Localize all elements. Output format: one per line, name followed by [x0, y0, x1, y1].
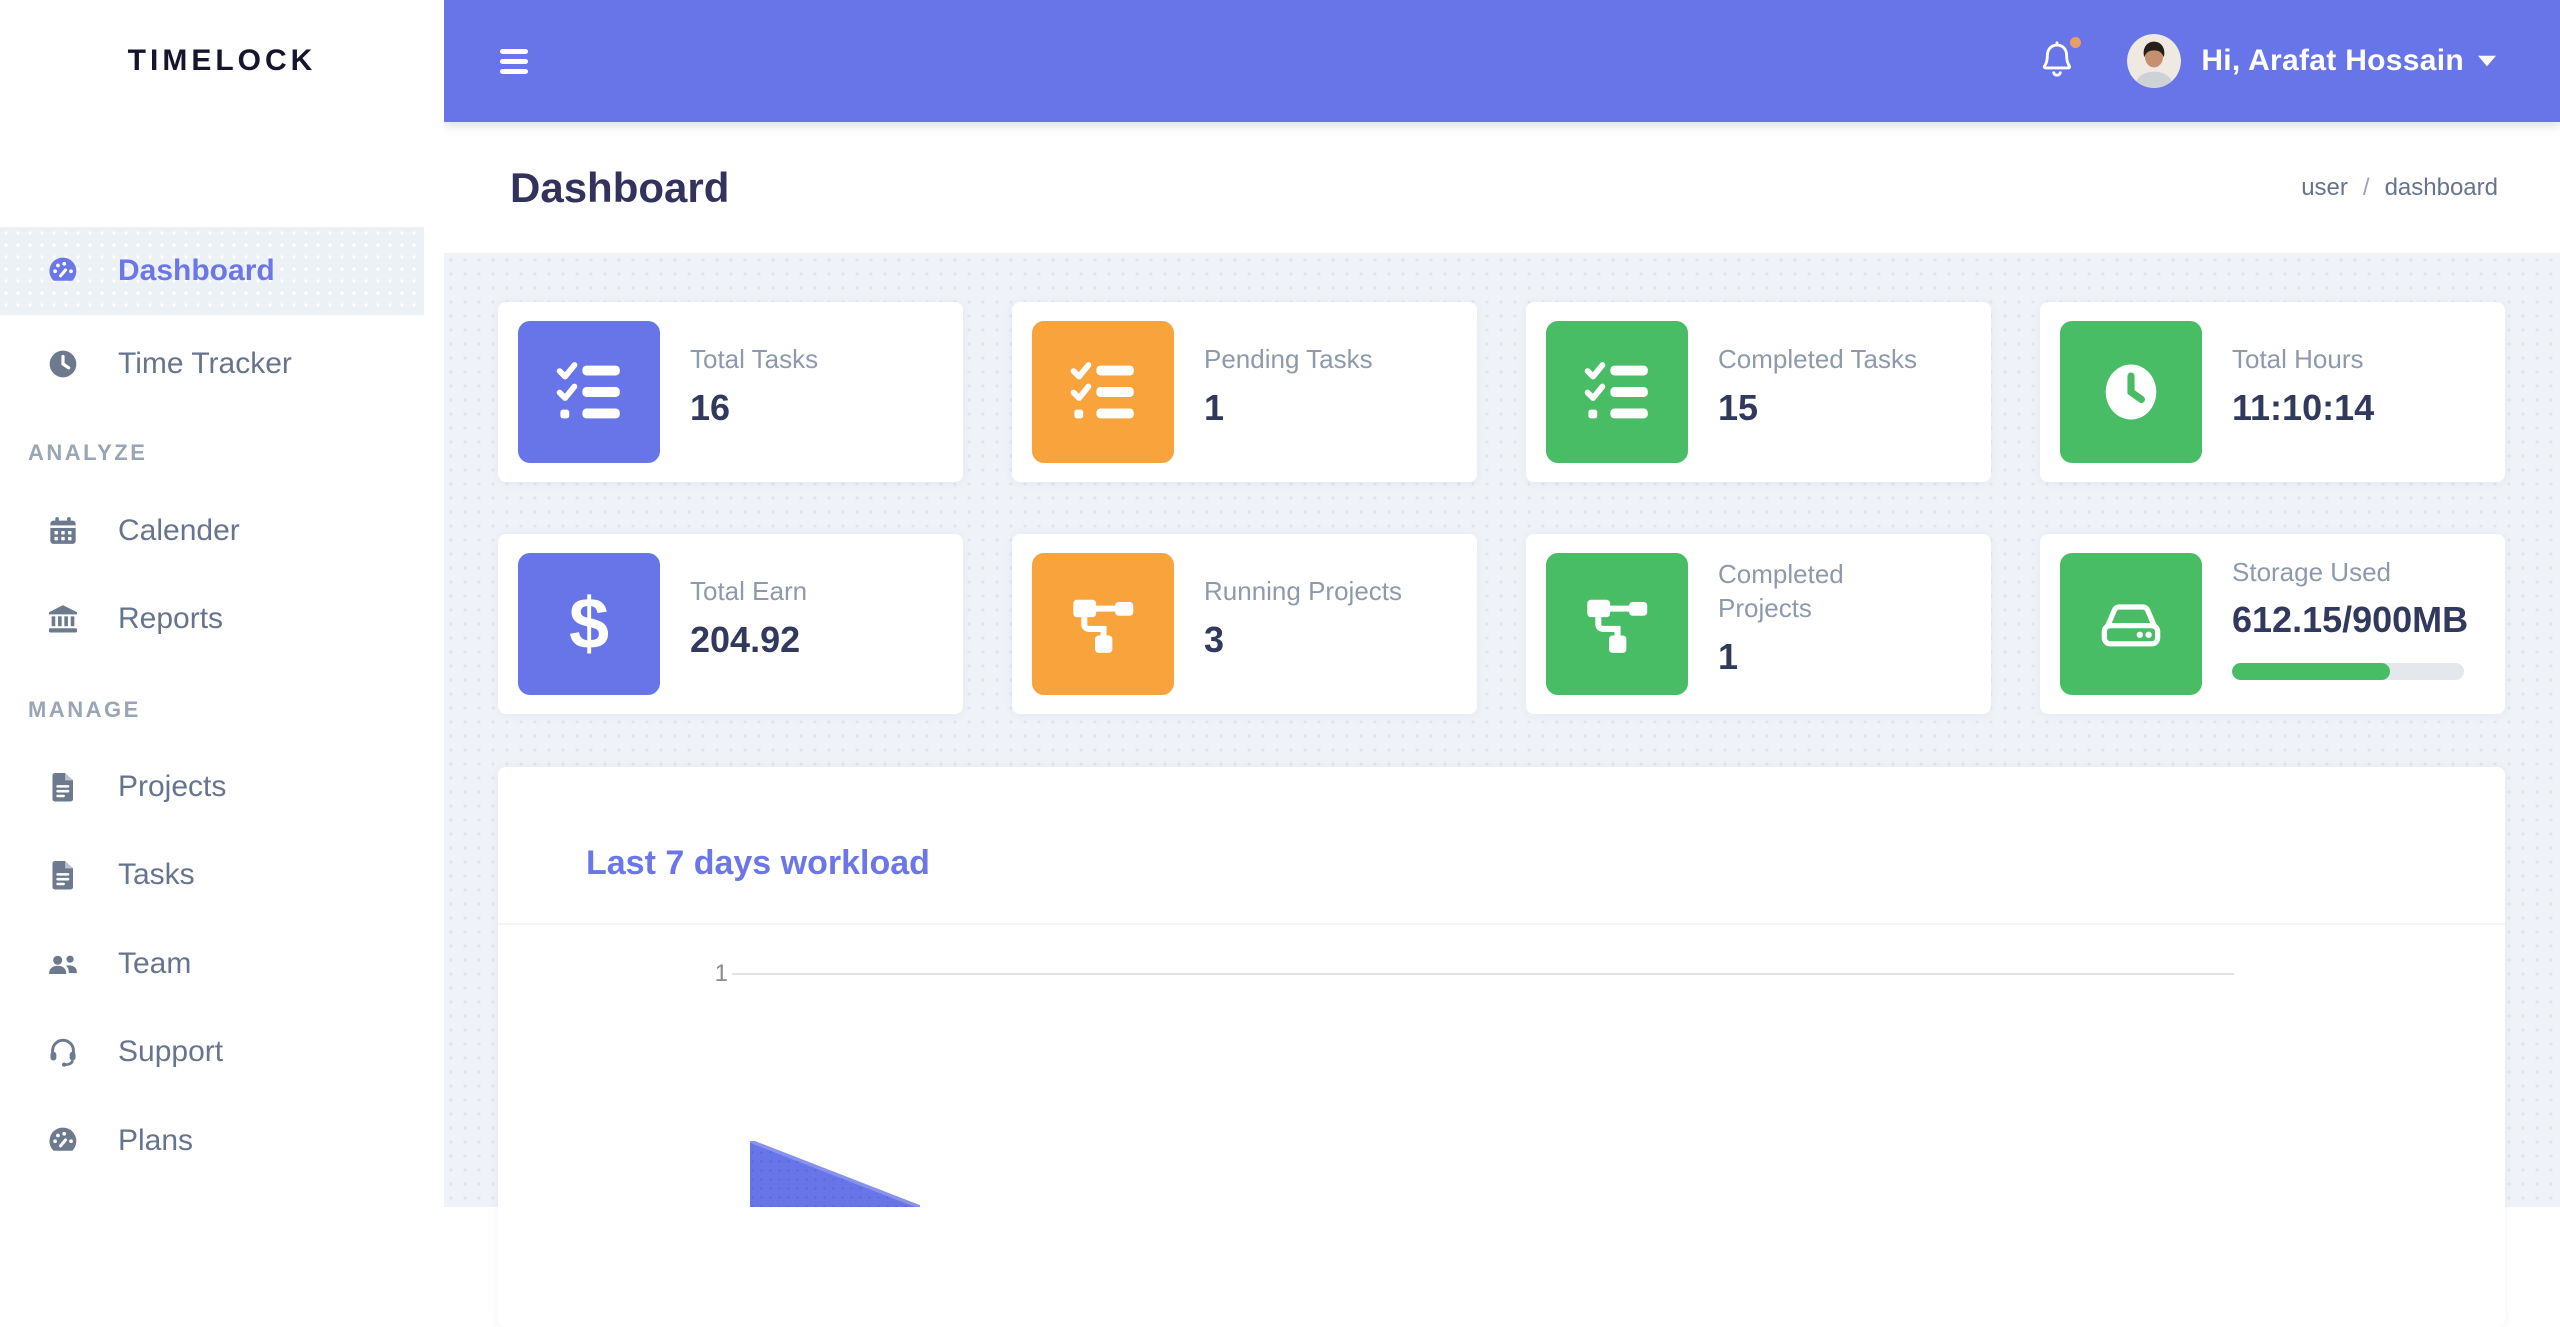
- stat-card-running-projects: Running Projects 3: [1012, 534, 1477, 714]
- stat-tile: $: [518, 553, 660, 695]
- sidebar-item-dashboard[interactable]: Dashboard: [0, 227, 424, 315]
- y-axis-tick: 1: [714, 960, 728, 987]
- sidebar-item-label: Calender: [118, 514, 240, 547]
- stat-card-total-earn: $ Total Earn 204.92: [498, 534, 963, 714]
- tasks-icon: [556, 359, 622, 425]
- stat-tile: [1546, 321, 1688, 463]
- headset-icon: [47, 1036, 79, 1068]
- stat-label: Total Hours: [2232, 344, 2364, 375]
- stat-label: Pending Tasks: [1204, 344, 1373, 375]
- stat-label: Completed Tasks: [1718, 344, 1917, 375]
- stat-value: 16: [690, 386, 731, 428]
- chart-plot-area: 1: [498, 925, 2505, 1325]
- sidebar-section-analyze: ANALYZE: [28, 440, 148, 465]
- stat-value: 3: [1204, 618, 1225, 660]
- gauge-icon: [47, 255, 79, 287]
- user-greeting: Hi, Arafat Hossain: [2201, 44, 2464, 77]
- stat-tile: [2060, 553, 2202, 695]
- sidebar-item-label: Projects: [118, 770, 227, 803]
- hdd-icon: [2098, 591, 2164, 657]
- sidebar-item-support[interactable]: Support: [0, 1008, 424, 1096]
- stat-tile: [2060, 321, 2202, 463]
- chart-title: Last 7 days workload: [586, 843, 930, 882]
- stat-tile: [1032, 553, 1174, 695]
- hamburger-menu-button[interactable]: [500, 44, 530, 79]
- dollar-icon: $: [568, 584, 610, 664]
- clock-icon: [2098, 359, 2164, 425]
- avatar: [2127, 34, 2182, 88]
- sidebar-item-label: Tasks: [118, 858, 195, 891]
- page-title: Dashboard: [510, 163, 730, 211]
- gridline: [732, 973, 2234, 975]
- workload-chart-card: Last 7 days workload 1: [498, 767, 2505, 1327]
- dashboard-content: Total Tasks 16 Pending Tasks 1: [444, 253, 2560, 1327]
- stat-tile: [1546, 553, 1688, 695]
- breadcrumb-current: dashboard: [2384, 173, 2498, 201]
- stat-value: 204.92: [690, 618, 801, 660]
- sidebar-section-manage: MANAGE: [28, 697, 141, 722]
- stat-value: 612.15/900MB: [2232, 599, 2469, 641]
- stat-label: Total Tasks: [690, 344, 819, 375]
- stat-value: 1: [1204, 386, 1225, 428]
- stat-value: 1: [1718, 635, 1739, 677]
- sidebar: TIMELOCK Dashboard Time Tracker ANALYZE …: [0, 0, 444, 1207]
- breadcrumb-separator: /: [2362, 173, 2370, 201]
- user-menu[interactable]: Hi, Arafat Hossain: [2127, 34, 2496, 88]
- chart-header: Last 7 days workload: [498, 767, 2505, 925]
- topbar: Hi, Arafat Hossain: [444, 0, 2560, 122]
- stat-card-total-tasks: Total Tasks 16: [498, 302, 963, 482]
- sidebar-item-label: Time Tracker: [118, 347, 292, 380]
- stat-card-pending-tasks: Pending Tasks 1: [1012, 302, 1477, 482]
- stat-card-completed-tasks: Completed Tasks 15: [1526, 302, 1991, 482]
- sidebar-item-projects[interactable]: Projects: [0, 743, 424, 831]
- stat-card-completed-projects: Completed Projects 1: [1526, 534, 1991, 714]
- sidebar-item-plans[interactable]: Plans: [0, 1097, 424, 1185]
- file-icon: [47, 771, 79, 803]
- stat-card-total-hours: Total Hours 11:10:14: [2040, 302, 2505, 482]
- gauge-icon: [47, 1125, 79, 1157]
- sidebar-item-label: Plans: [118, 1124, 194, 1157]
- stat-label: Completed Projects: [1718, 559, 1844, 623]
- stat-label: Storage Used: [2232, 556, 2391, 587]
- stats-grid: Total Tasks 16 Pending Tasks 1: [498, 302, 2505, 714]
- chevron-down-icon: [2478, 55, 2496, 67]
- stat-value: 11:10:14: [2232, 386, 2375, 428]
- breadcrumb-parent: user: [2301, 173, 2348, 201]
- bell-icon: [2039, 39, 2075, 83]
- project-diagram-icon: [1584, 591, 1650, 657]
- app-logo: TIMELOCK: [127, 44, 317, 77]
- stat-tile: [518, 321, 660, 463]
- file-icon: [47, 859, 79, 891]
- page-header: Dashboard user / dashboard: [444, 122, 2560, 253]
- stat-tile: [1032, 321, 1174, 463]
- project-diagram-icon: [1070, 591, 1136, 657]
- sidebar-item-reports[interactable]: Reports: [0, 575, 424, 663]
- clock-icon: [47, 348, 79, 380]
- storage-progress-fill: [2232, 663, 2390, 681]
- sidebar-item-label: Team: [118, 947, 192, 980]
- stat-label: Total Earn: [690, 576, 808, 607]
- storage-progress-track: [2232, 663, 2464, 681]
- users-icon: [47, 948, 79, 980]
- area-series: [749, 1139, 921, 1212]
- stat-value: 15: [1718, 386, 1759, 428]
- stat-card-storage-used: Storage Used 612.15/900MB: [2040, 534, 2505, 714]
- sidebar-item-label: Support: [118, 1035, 224, 1068]
- notification-dot: [2070, 37, 2082, 48]
- sidebar-item-team[interactable]: Team: [0, 920, 424, 1008]
- sidebar-item-time-tracker[interactable]: Time Tracker: [0, 320, 424, 408]
- bank-icon: [47, 603, 79, 635]
- tasks-icon: [1070, 359, 1136, 425]
- sidebar-item-calender[interactable]: Calender: [0, 487, 424, 575]
- stat-label: Running Projects: [1204, 576, 1402, 607]
- breadcrumb: user / dashboard: [2301, 174, 2498, 202]
- sidebar-item-label: Dashboard: [118, 254, 275, 287]
- calendar-icon: [47, 515, 79, 547]
- notification-bell-button[interactable]: [2039, 37, 2082, 83]
- tasks-icon: [1584, 359, 1650, 425]
- sidebar-item-tasks[interactable]: Tasks: [0, 831, 424, 919]
- sidebar-item-label: Reports: [118, 602, 224, 635]
